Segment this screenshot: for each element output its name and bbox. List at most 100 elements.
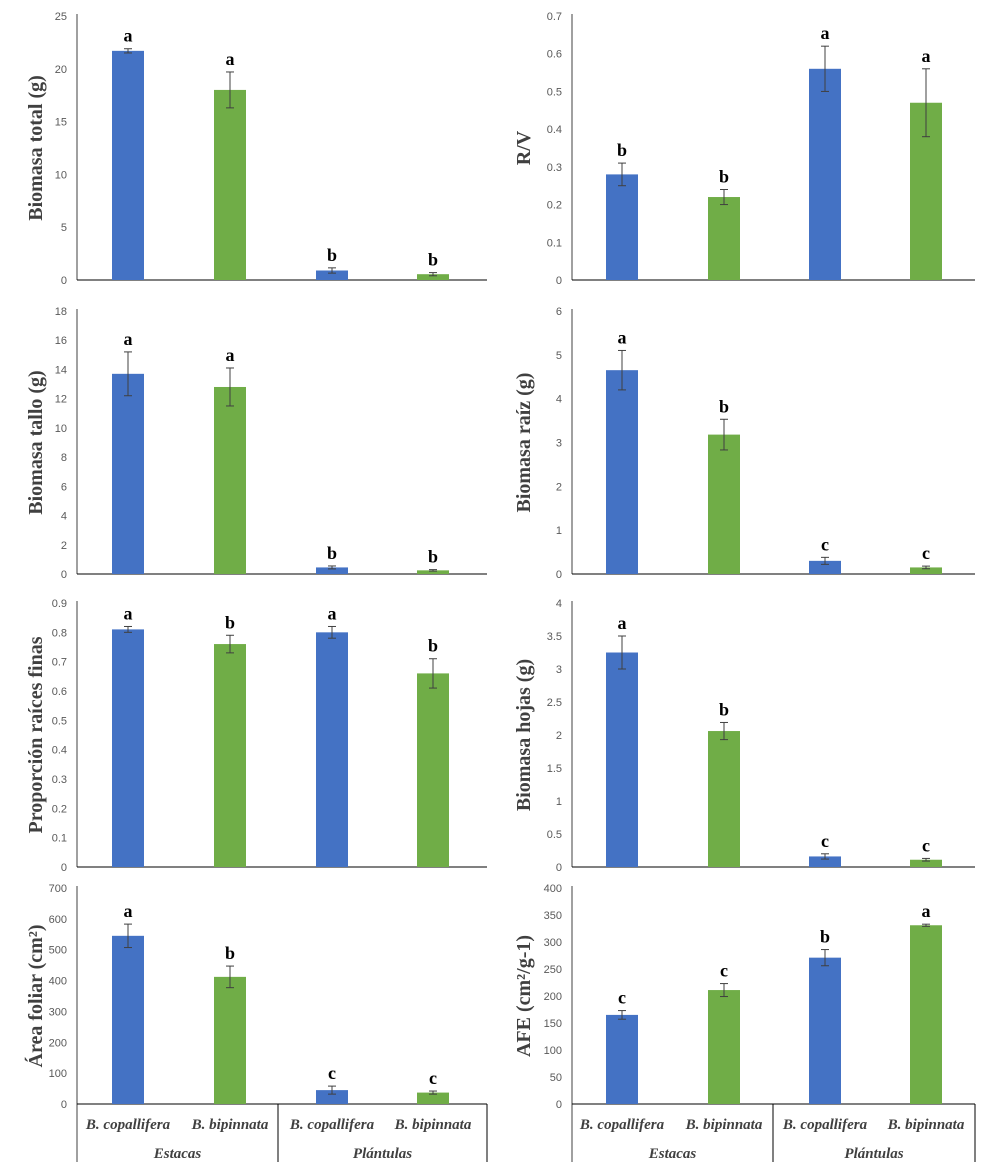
y-tick-label: 300	[544, 937, 562, 949]
y-axis-title: R/V	[513, 130, 535, 165]
x-category-label: B. copallifera	[85, 1117, 171, 1133]
y-tick-label: 0.7	[52, 657, 67, 669]
significance-letter: a	[226, 345, 235, 365]
chart-panel-5: 0 0.1 0.2 0.3 0.4 0.5 0.6 0.7 0.8 0.9 Proporción r…	[25, 598, 487, 874]
y-tick-label: 1.5	[547, 763, 562, 775]
bar	[809, 856, 841, 867]
y-tick-label: 10	[55, 423, 67, 435]
bar	[214, 89, 246, 280]
y-tick-label: 100	[49, 1068, 67, 1080]
y-tick-label: 1	[556, 525, 562, 537]
bar	[417, 570, 449, 574]
y-tick-label: 0.6	[52, 686, 67, 698]
y-tick-label: 0.6	[547, 49, 562, 61]
y-tick-label: 150	[544, 1018, 562, 1030]
y-tick-label: 4	[556, 598, 562, 610]
significance-letter: a	[328, 603, 337, 623]
y-tick-label: 6	[556, 306, 562, 318]
y-tick-label: 3.5	[547, 631, 562, 643]
bar	[417, 1092, 449, 1104]
y-tick-label: 100	[544, 1045, 562, 1057]
significance-letter: b	[428, 636, 438, 656]
y-tick-label: 0.5	[547, 829, 562, 841]
chart-panel-2: 0 0.1 0.2 0.3 0.4 0.5 0.6 0.7 R/V b b a a	[513, 11, 975, 287]
y-tick-label: 5	[61, 222, 67, 234]
y-axis-title: Área foliar (cm²)	[24, 925, 47, 1068]
x-category-label: B. bipinnata	[191, 1117, 269, 1133]
y-tick-label: 0.3	[52, 774, 67, 786]
x-category-label: B. bipinnata	[887, 1117, 965, 1133]
significance-letter: a	[124, 603, 133, 623]
y-tick-label: 0	[556, 862, 562, 874]
bar	[910, 925, 942, 1104]
x-group-label: Plántulas	[844, 1146, 903, 1162]
y-tick-label: 0	[556, 569, 562, 581]
significance-letter: a	[821, 23, 830, 43]
bar	[316, 270, 348, 280]
y-tick-label: 4	[556, 394, 562, 406]
bar	[112, 373, 144, 574]
bar	[606, 1014, 638, 1104]
significance-letter: b	[719, 699, 729, 719]
y-tick-label: 200	[544, 991, 562, 1003]
bar	[112, 50, 144, 281]
y-axis-title: AFE (cm²/g-1)	[513, 935, 535, 1057]
significance-letter: b	[225, 943, 235, 963]
bar	[910, 567, 942, 574]
significance-letter: a	[922, 901, 931, 921]
bar	[708, 197, 740, 280]
x-category-label: B. copallifera	[289, 1117, 375, 1133]
y-tick-label: 3	[556, 664, 562, 676]
significance-letter: b	[428, 547, 438, 567]
y-tick-label: 8	[61, 452, 67, 464]
y-tick-label: 0.8	[52, 627, 67, 639]
y-tick-label: 2	[556, 730, 562, 742]
y-tick-label: 400	[544, 883, 562, 895]
y-tick-label: 0	[556, 275, 562, 287]
bar	[316, 1090, 348, 1104]
y-tick-label: 18	[55, 306, 67, 318]
y-tick-label: 1	[556, 796, 562, 808]
y-tick-label: 15	[55, 117, 67, 129]
chart-panel-4: 0 1 2 3 4 5 6 Biomasa raíz (g) a b c c	[513, 306, 975, 581]
y-axis-title: Proporción raíces finas	[25, 636, 47, 833]
chart-panel-1: 0 5 10 15 20 25 Biomasa total (g) a a b b	[25, 11, 487, 287]
significance-letter: a	[226, 49, 235, 69]
significance-letter: c	[429, 1068, 437, 1088]
significance-letter: c	[821, 831, 829, 851]
y-tick-label: 0	[556, 1099, 562, 1111]
chart-panel-7: 0 100 200 300 400 500 600 700 Área foliar (cm²) a…	[24, 883, 488, 1162]
y-tick-label: 50	[550, 1072, 562, 1084]
significance-letter: b	[428, 250, 438, 270]
y-tick-label: 0.5	[52, 715, 67, 727]
x-group-label: Estacas	[153, 1146, 202, 1162]
y-tick-label: 16	[55, 335, 67, 347]
y-tick-label: 0.5	[547, 86, 562, 98]
x-category-label: B. copallifera	[782, 1117, 868, 1133]
y-tick-label: 5	[556, 350, 562, 362]
y-tick-label: 350	[544, 910, 562, 922]
y-tick-label: 0.1	[547, 237, 562, 249]
significance-letter: b	[225, 612, 235, 632]
y-tick-label: 0	[61, 862, 67, 874]
bar	[316, 567, 348, 574]
significance-letter: b	[820, 927, 830, 947]
bar	[606, 652, 638, 867]
significance-letter: b	[719, 396, 729, 416]
x-group-label: Estacas	[648, 1146, 697, 1162]
x-group-label: Plántulas	[353, 1146, 412, 1162]
y-tick-label: 0.4	[547, 124, 562, 136]
bar	[214, 644, 246, 867]
bar	[112, 935, 144, 1104]
chart-panel-3: 0 2 4 6 8 10 12 14 16 18 Biomasa tallo (g) a a b b	[25, 306, 487, 581]
significance-letter: a	[618, 327, 627, 347]
y-tick-label: 12	[55, 394, 67, 406]
y-tick-label: 14	[55, 364, 67, 376]
y-tick-label: 500	[49, 945, 67, 957]
bar	[809, 68, 841, 280]
y-tick-label: 0.3	[547, 162, 562, 174]
significance-letter: c	[922, 543, 930, 563]
significance-letter: c	[618, 988, 626, 1008]
bar	[112, 629, 144, 867]
y-tick-label: 0.2	[547, 200, 562, 212]
